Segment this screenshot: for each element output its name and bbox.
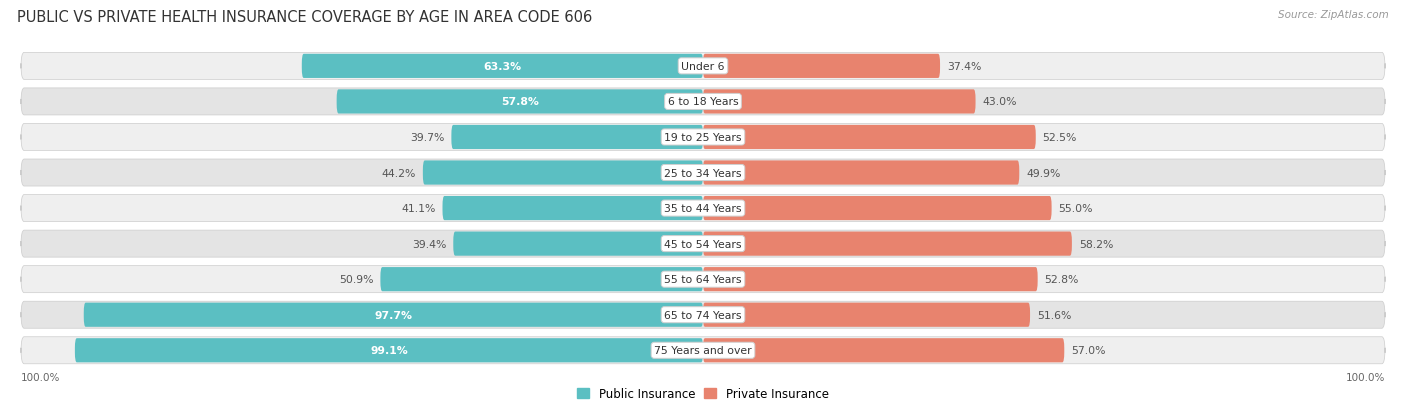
FancyBboxPatch shape <box>381 268 703 292</box>
Text: 43.0%: 43.0% <box>983 97 1017 107</box>
Text: 52.5%: 52.5% <box>1043 133 1077 142</box>
FancyBboxPatch shape <box>703 197 1052 221</box>
Text: 39.4%: 39.4% <box>412 239 446 249</box>
Text: 51.6%: 51.6% <box>1038 310 1071 320</box>
Text: Under 6: Under 6 <box>682 62 724 72</box>
FancyBboxPatch shape <box>21 230 1385 258</box>
Text: 55.0%: 55.0% <box>1059 204 1092 214</box>
FancyBboxPatch shape <box>703 126 1036 150</box>
FancyBboxPatch shape <box>453 232 703 256</box>
FancyBboxPatch shape <box>703 268 1038 292</box>
Text: 45 to 54 Years: 45 to 54 Years <box>664 239 742 249</box>
Text: 58.2%: 58.2% <box>1078 239 1114 249</box>
Legend: Public Insurance, Private Insurance: Public Insurance, Private Insurance <box>572 382 834 405</box>
FancyBboxPatch shape <box>703 232 1071 256</box>
FancyBboxPatch shape <box>443 197 703 221</box>
Text: 39.7%: 39.7% <box>411 133 444 142</box>
FancyBboxPatch shape <box>21 53 1385 80</box>
Text: 44.2%: 44.2% <box>381 168 416 178</box>
Text: 100.0%: 100.0% <box>21 372 60 382</box>
FancyBboxPatch shape <box>21 159 1385 187</box>
FancyBboxPatch shape <box>703 55 941 79</box>
FancyBboxPatch shape <box>703 303 1031 327</box>
Text: 57.8%: 57.8% <box>501 97 538 107</box>
FancyBboxPatch shape <box>302 55 703 79</box>
FancyBboxPatch shape <box>84 303 703 327</box>
Text: 19 to 25 Years: 19 to 25 Years <box>664 133 742 142</box>
FancyBboxPatch shape <box>21 195 1385 222</box>
FancyBboxPatch shape <box>451 126 703 150</box>
Text: 97.7%: 97.7% <box>374 310 412 320</box>
Text: 6 to 18 Years: 6 to 18 Years <box>668 97 738 107</box>
Text: 49.9%: 49.9% <box>1026 168 1060 178</box>
FancyBboxPatch shape <box>21 266 1385 293</box>
FancyBboxPatch shape <box>703 90 976 114</box>
Text: 52.8%: 52.8% <box>1045 275 1078 285</box>
Text: 100.0%: 100.0% <box>1346 372 1385 382</box>
Text: 65 to 74 Years: 65 to 74 Years <box>664 310 742 320</box>
Text: 35 to 44 Years: 35 to 44 Years <box>664 204 742 214</box>
Text: 55 to 64 Years: 55 to 64 Years <box>664 275 742 285</box>
FancyBboxPatch shape <box>21 301 1385 328</box>
Text: 75 Years and over: 75 Years and over <box>654 345 752 356</box>
FancyBboxPatch shape <box>336 90 703 114</box>
Text: 99.1%: 99.1% <box>370 345 408 356</box>
Text: 57.0%: 57.0% <box>1071 345 1105 356</box>
FancyBboxPatch shape <box>703 161 1019 185</box>
FancyBboxPatch shape <box>21 337 1385 364</box>
Text: Source: ZipAtlas.com: Source: ZipAtlas.com <box>1278 10 1389 20</box>
Text: 41.1%: 41.1% <box>401 204 436 214</box>
FancyBboxPatch shape <box>75 338 703 363</box>
FancyBboxPatch shape <box>21 124 1385 151</box>
FancyBboxPatch shape <box>703 338 1064 363</box>
Text: PUBLIC VS PRIVATE HEALTH INSURANCE COVERAGE BY AGE IN AREA CODE 606: PUBLIC VS PRIVATE HEALTH INSURANCE COVER… <box>17 10 592 25</box>
FancyBboxPatch shape <box>21 89 1385 116</box>
Text: 50.9%: 50.9% <box>339 275 374 285</box>
Text: 63.3%: 63.3% <box>484 62 522 72</box>
Text: 37.4%: 37.4% <box>946 62 981 72</box>
FancyBboxPatch shape <box>423 161 703 185</box>
Text: 25 to 34 Years: 25 to 34 Years <box>664 168 742 178</box>
